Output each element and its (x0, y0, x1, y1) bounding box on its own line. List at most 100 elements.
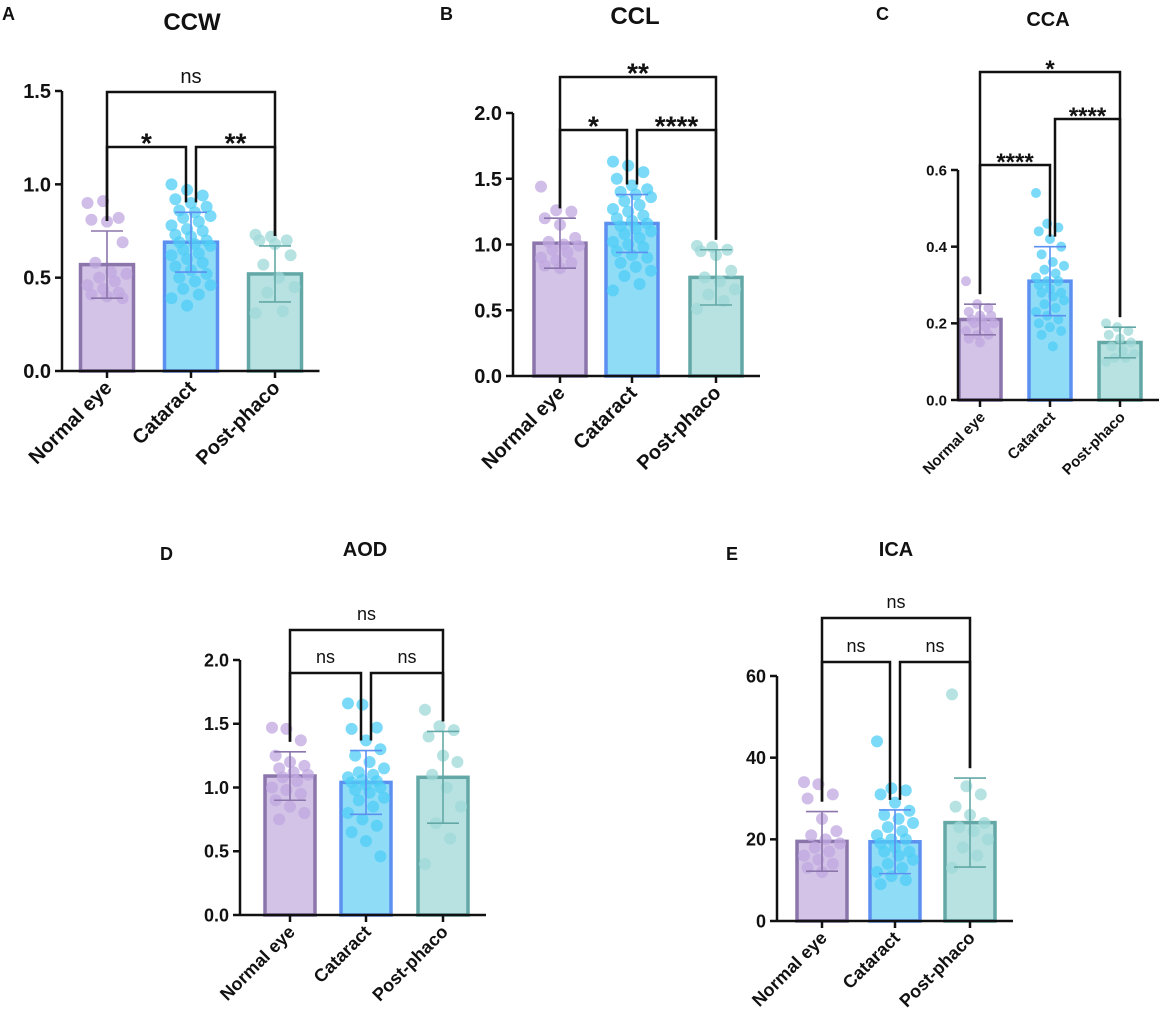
significance-bracket (288, 628, 445, 742)
data-point (298, 807, 311, 819)
data-point (561, 246, 574, 259)
data-point (896, 861, 909, 874)
data-point (204, 279, 217, 292)
data-point (177, 282, 190, 295)
data-point (188, 238, 201, 251)
data-point (1036, 329, 1047, 340)
data-point (81, 279, 94, 292)
data-point (1053, 314, 1064, 325)
data-point (165, 178, 178, 191)
data-point (173, 271, 186, 284)
data-point (101, 215, 113, 228)
data-point (1036, 249, 1047, 260)
data-point (266, 721, 278, 734)
data-point (261, 286, 274, 299)
data-point (266, 781, 278, 794)
data-point (356, 813, 369, 826)
data-point (1053, 276, 1064, 287)
x-category-label: Post-phaco (192, 377, 285, 470)
bracket-line (194, 145, 277, 236)
data-point (871, 735, 883, 748)
significance-label: * (1045, 56, 1055, 83)
data-point (1045, 234, 1055, 244)
significance-label: ns (316, 647, 335, 667)
data-point (257, 258, 270, 271)
error-bar-cataract (879, 809, 911, 875)
data-point (200, 200, 213, 213)
data-point (1126, 337, 1137, 348)
bracket-line (105, 90, 277, 236)
data-point (185, 197, 197, 209)
significance-bracket (558, 75, 718, 240)
data-point (629, 260, 642, 273)
data-point (169, 193, 182, 206)
data-point (1059, 260, 1069, 271)
data-point (302, 768, 314, 781)
data-point (451, 756, 464, 768)
data-point (798, 849, 810, 862)
data-point (1101, 356, 1111, 367)
data-point (342, 807, 354, 819)
y-tick-label: 1.0 (23, 174, 51, 196)
y-tick-label: 0.0 (926, 392, 947, 409)
panel-letter: E (726, 544, 738, 564)
x-category-label: Post-phaco (633, 382, 726, 475)
data-point (1056, 326, 1067, 336)
x-category-label: Post-phaco (368, 922, 451, 1005)
significance-bracket (820, 660, 892, 802)
data-point (419, 703, 431, 716)
data-point (607, 235, 619, 248)
panel-letter: C (876, 4, 889, 24)
y-tick-label: 0 (756, 911, 766, 931)
data-point (946, 688, 958, 701)
data-point (978, 817, 991, 829)
x-category-label: Post-phaco (895, 928, 978, 1011)
data-point (899, 833, 912, 846)
data-point (637, 166, 650, 179)
data-point (881, 857, 894, 870)
data-point (969, 318, 980, 329)
data-point (374, 781, 387, 794)
data-point (165, 292, 178, 305)
significance-label: ns (846, 636, 865, 656)
data-point (352, 794, 365, 807)
data-point (826, 857, 839, 870)
data-point (889, 796, 901, 809)
data-point (698, 271, 711, 284)
data-point (801, 861, 814, 874)
panel-a: A CCW 0.0 0.5 1.0 1.5 Normal eye CataractPost-p… (2, 4, 320, 470)
x-category-label: Normal eye (478, 382, 570, 474)
significance-label: **** (1069, 103, 1107, 130)
data-point (961, 326, 971, 336)
chart-title: CCW (163, 9, 221, 36)
y-tick-label: 60 (746, 666, 766, 686)
data-point (702, 288, 715, 301)
data-point (1045, 322, 1055, 333)
data-point (874, 878, 887, 891)
data-point (345, 826, 358, 839)
data-point (276, 771, 289, 784)
data-point (108, 275, 121, 288)
y-tick-label: 0.5 (474, 300, 502, 322)
x-category-label: Normal eye (920, 409, 989, 478)
y-tick-label: 1.5 (204, 714, 229, 734)
data-point (169, 260, 182, 273)
data-point (982, 833, 994, 846)
y-tick-label: 1.0 (474, 235, 502, 257)
data-point (177, 211, 190, 224)
data-point (253, 234, 266, 247)
data-point (1039, 264, 1050, 275)
data-point (1059, 295, 1069, 306)
data-point (81, 197, 94, 209)
data-point (535, 180, 547, 193)
data-point (971, 849, 984, 862)
data-point (1039, 299, 1050, 310)
significance-label: ns (357, 604, 376, 624)
significance-bracket (820, 616, 972, 802)
data-point (181, 253, 194, 265)
data-point (192, 215, 205, 228)
data-point (645, 264, 657, 277)
bracket-line (820, 660, 892, 802)
data-point (694, 245, 707, 258)
data-point (116, 236, 129, 249)
